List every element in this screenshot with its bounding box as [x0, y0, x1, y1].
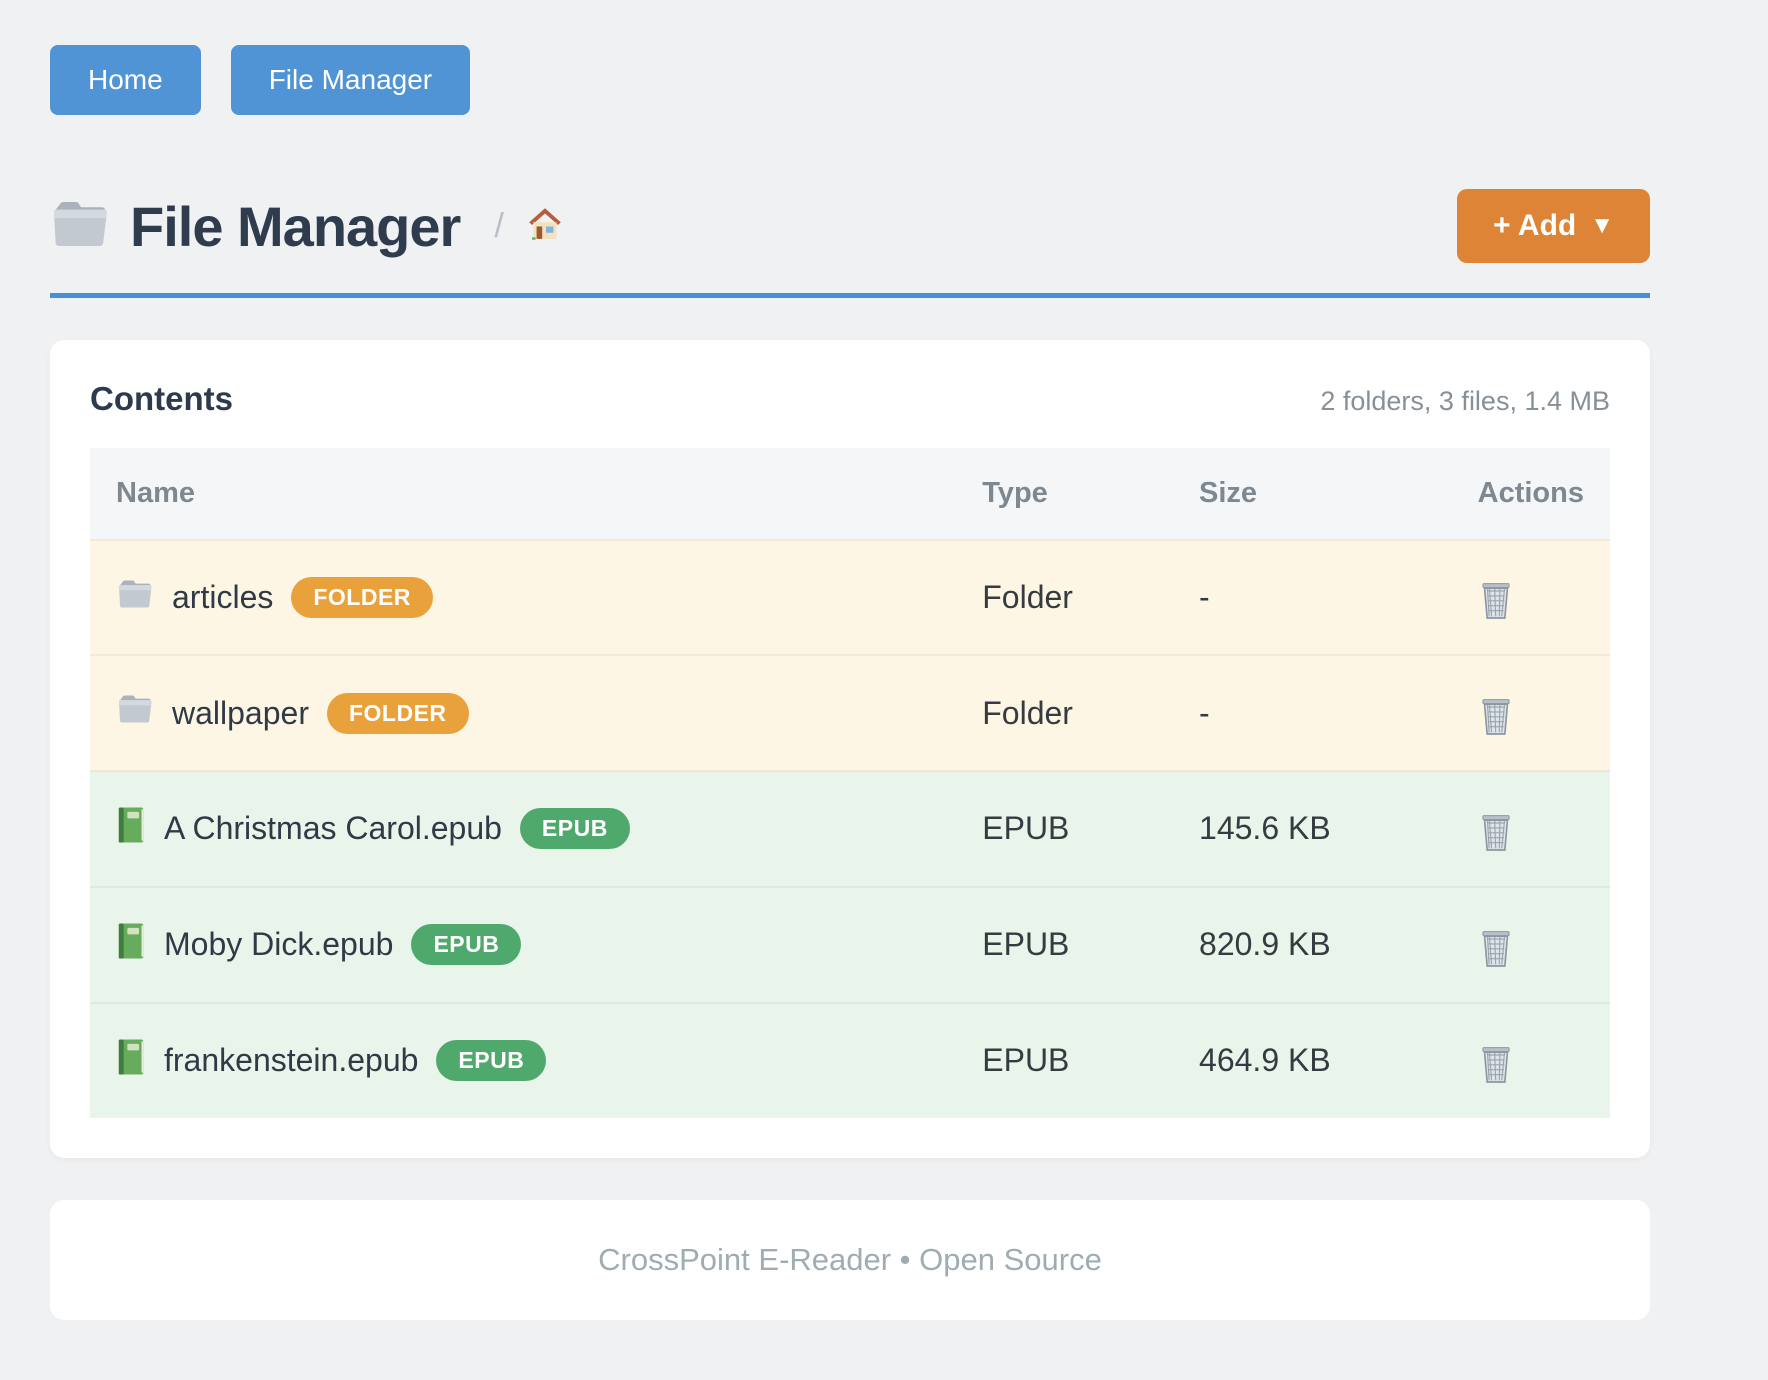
home-button[interactable]: Home [50, 45, 201, 115]
item-size: - [1173, 538, 1452, 656]
item-size: - [1173, 654, 1452, 771]
column-header-size: Size [1173, 448, 1452, 540]
item-type: EPUB [956, 1001, 1174, 1118]
footer: CrossPoint E-Reader • Open Source [50, 1199, 1650, 1320]
item-type: Folder [956, 654, 1174, 771]
item-badge: EPUB [519, 808, 630, 850]
page-title: File Manager [130, 194, 461, 258]
delete-button[interactable] [1478, 928, 1514, 968]
footer-text: CrossPoint E-Reader • Open Source [598, 1241, 1102, 1277]
item-name-link[interactable]: wallpaper [172, 694, 309, 731]
column-header-actions: Actions [1451, 448, 1610, 540]
item-name-link[interactable]: articles [172, 579, 274, 616]
caret-down-icon: ▼ [1590, 212, 1614, 239]
trash-icon [1478, 580, 1514, 620]
item-badge: EPUB [436, 1040, 547, 1082]
table-row[interactable]: articles FOLDER Folder - [90, 538, 1610, 656]
delete-button[interactable] [1478, 1044, 1514, 1084]
item-badge: FOLDER [326, 692, 469, 734]
file-manager-button[interactable]: File Manager [230, 45, 471, 115]
delete-button[interactable] [1478, 580, 1514, 620]
column-header-type: Type [956, 448, 1174, 540]
contents-card-header: Contents 2 folders, 3 files, 1.4 MB [90, 380, 1610, 418]
item-name-link[interactable]: frankenstein.epub [164, 1042, 419, 1079]
column-header-name: Name [90, 448, 957, 540]
breadcrumb-separator: / [494, 206, 504, 245]
folder-icon [116, 693, 154, 733]
trash-icon [1478, 812, 1514, 852]
item-badge: FOLDER [291, 577, 433, 619]
item-size: 464.9 KB [1173, 1001, 1452, 1118]
table-row[interactable]: wallpaper FOLDER Folder - [90, 654, 1610, 771]
book-icon [116, 922, 146, 968]
contents-title: Contents [90, 380, 233, 417]
item-type: EPUB [956, 769, 1174, 887]
item-size: 820.9 KB [1173, 885, 1452, 1003]
trash-icon [1478, 928, 1514, 968]
title-divider [50, 293, 1650, 298]
contents-table-body: articles FOLDER Folder - [90, 538, 1610, 1118]
item-badge: EPUB [411, 924, 522, 966]
contents-summary: 2 folders, 3 files, 1.4 MB [1320, 386, 1610, 416]
item-name-link[interactable]: Moby Dick.epub [164, 926, 394, 963]
table-header-row: Name Type Size Actions [90, 448, 1610, 540]
table-row[interactable]: Moby Dick.epub EPUB EPUB 820.9 KB [90, 885, 1610, 1003]
trash-icon [1478, 1044, 1514, 1084]
trash-icon [1478, 696, 1514, 736]
contents-card: Contents 2 folders, 3 files, 1.4 MB Name… [50, 340, 1650, 1158]
delete-button[interactable] [1478, 812, 1514, 852]
item-name-link[interactable]: A Christmas Carol.epub [164, 810, 502, 847]
delete-button[interactable] [1478, 696, 1514, 736]
add-button[interactable]: + Add ▼ [1457, 189, 1650, 263]
contents-table: Name Type Size Actions [90, 448, 1610, 1118]
book-icon [116, 806, 146, 852]
page-container: Home File Manager File Manager / [50, 0, 1650, 1320]
book-icon [116, 1038, 146, 1084]
top-nav: Home File Manager [50, 0, 1650, 115]
page-header: File Manager / + Add ▼ [50, 189, 1650, 263]
page-title-group: File Manager / [50, 194, 566, 259]
folder-title-icon [50, 198, 110, 255]
item-type: Folder [956, 538, 1174, 656]
table-row[interactable]: A Christmas Carol.epub EPUB EPUB 145.6 K… [90, 769, 1610, 887]
table-row[interactable]: frankenstein.epub EPUB EPUB 464.9 KB [90, 1001, 1610, 1118]
item-size: 145.6 KB [1173, 769, 1452, 887]
home-breadcrumb-icon[interactable] [524, 203, 566, 250]
add-button-label: + Add [1493, 209, 1577, 242]
folder-icon [116, 578, 154, 618]
item-type: EPUB [956, 885, 1174, 1003]
